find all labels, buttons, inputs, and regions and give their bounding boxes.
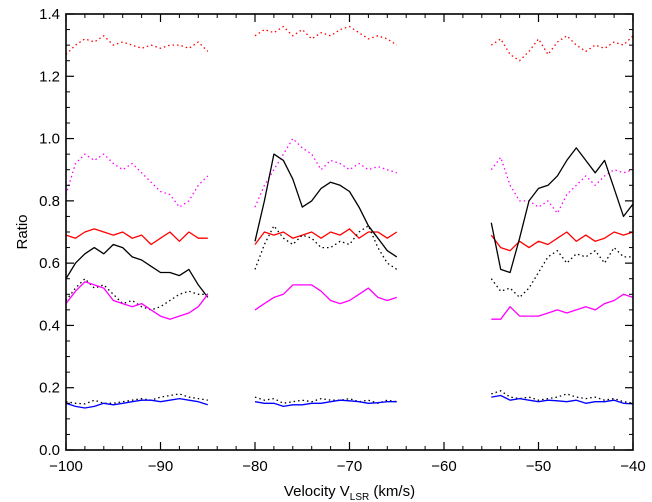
- series-4-segment-3: [490, 147, 634, 274]
- series-3-segment-3: [490, 231, 634, 252]
- series-5-segment-2: [254, 225, 398, 270]
- x-tick-label: −60: [431, 458, 456, 475]
- x-tick-label: −50: [526, 458, 551, 475]
- x-axis-label-subscript: LSR: [350, 492, 369, 502]
- series-2-segment-2: [254, 137, 398, 208]
- series-7-segment-2: [254, 396, 397, 404]
- x-axis-label-unit: (km/s): [369, 483, 415, 500]
- x-axis-label-main: Velocity V: [284, 483, 350, 500]
- series-6-segment-1: [65, 281, 209, 320]
- plot-frame: [65, 13, 634, 451]
- series-1-segment-1: [65, 35, 209, 55]
- series-6-segment-3: [491, 293, 634, 320]
- y-tick-label: 0.4: [39, 317, 60, 334]
- series-8-segment-3: [491, 394, 634, 405]
- y-tick-label: 0.8: [39, 193, 60, 210]
- series-2-segment-1: [65, 153, 209, 208]
- y-tick-label: 1.2: [39, 68, 60, 85]
- x-tick-label: −90: [148, 458, 173, 475]
- series-3-segment-2: [254, 228, 398, 245]
- y-tick-label: 0.6: [39, 255, 60, 272]
- series-1-segment-3: [490, 35, 634, 62]
- y-axis-label: Ratio: [14, 214, 31, 249]
- x-axis-label: Velocity VLSR (km/s): [284, 483, 415, 502]
- series-2-segment-3: [490, 156, 634, 214]
- x-tick-label: −70: [337, 458, 362, 475]
- series-4-segment-2: [254, 153, 398, 258]
- tick-layer: −100 −90 −80 −70 −60 −50 −40 0.0 0.2 0.4 0.6 0.8 1.0…: [39, 6, 646, 475]
- series-5-segment-3: [490, 246, 633, 299]
- y-tick-label: 0.0: [39, 442, 60, 459]
- y-tick-label: 0.2: [39, 380, 60, 397]
- y-tick-label: 1.0: [39, 131, 60, 148]
- series-4-segment-1: [65, 243, 209, 298]
- x-tick-label: −100: [49, 458, 83, 475]
- series-3-segment-1: [65, 228, 208, 246]
- series-8-segment-2: [254, 399, 397, 408]
- x-tick-label: −40: [620, 458, 645, 475]
- y-tick-label: 1.4: [39, 6, 60, 23]
- series-6-segment-2: [254, 284, 398, 311]
- x-tick-label: −80: [242, 458, 267, 475]
- series-7-segment-1: [65, 393, 208, 405]
- series-layer: [65, 25, 634, 409]
- series-1-segment-2: [254, 25, 398, 46]
- series-8-segment-1: [65, 397, 209, 409]
